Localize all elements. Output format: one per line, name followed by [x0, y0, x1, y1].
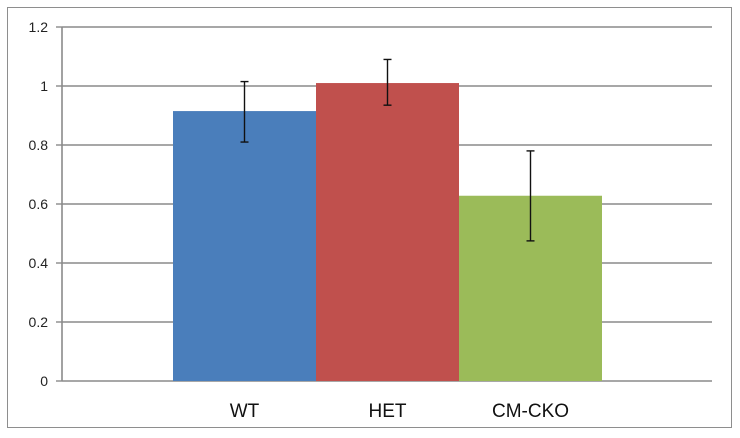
- y-tick-label: 1: [40, 78, 48, 94]
- error-bars: [240, 58, 535, 242]
- y-tick-label: 0.4: [29, 255, 49, 271]
- x-category-label: HET: [369, 401, 407, 422]
- y-tick-label: 0.8: [29, 137, 49, 153]
- y-tick-label: 0.6: [29, 196, 49, 212]
- y-tick-label: 0.2: [29, 314, 49, 330]
- x-category-labels: WT HET CM-CKO: [230, 401, 569, 422]
- x-category-label: WT: [230, 401, 260, 422]
- y-tick-labels: 0 0.2 0.4 0.6 0.8 1 1.2: [29, 19, 49, 389]
- y-tick-label: 1.2: [29, 19, 49, 35]
- y-tick-label: 0: [40, 373, 48, 389]
- bar-wt: [173, 111, 316, 381]
- bar-het: [316, 83, 459, 382]
- bars: [173, 83, 602, 382]
- x-category-label: CM-CKO: [492, 401, 569, 422]
